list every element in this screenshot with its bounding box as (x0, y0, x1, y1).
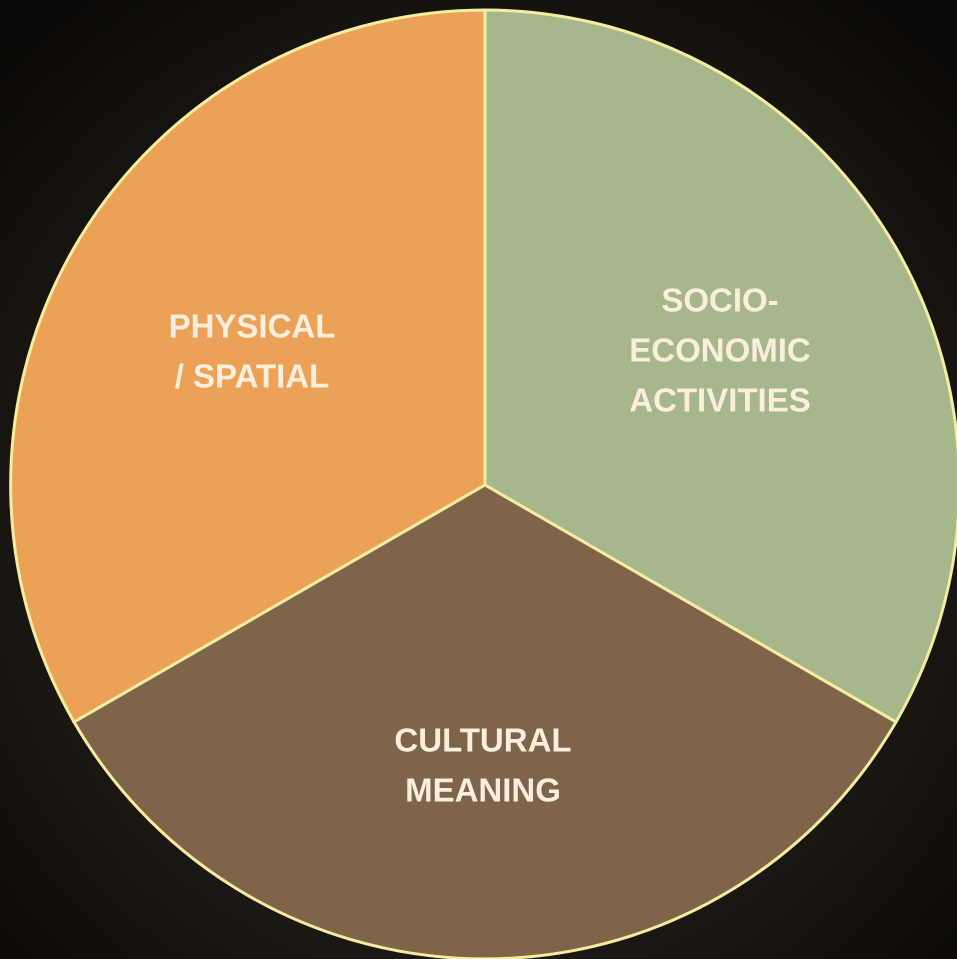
segment-label: CULTURAL (394, 722, 571, 759)
segment-label: PHYSICAL (169, 308, 336, 345)
segment-physical (9, 8, 487, 725)
segment-label: SOCIO- (661, 282, 778, 319)
segment-label: ACTIVITIES (629, 382, 811, 419)
segment-socio-economic (483, 8, 957, 725)
segment-label: ECONOMIC (629, 332, 811, 369)
segment-label: MEANING (405, 772, 561, 809)
segment-label: / SPATIAL (175, 358, 330, 395)
